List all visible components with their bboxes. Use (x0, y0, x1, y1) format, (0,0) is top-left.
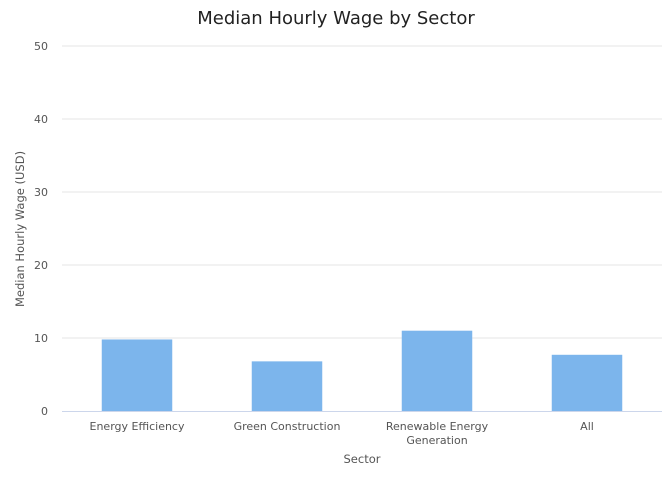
y-tick-label: 40 (34, 113, 48, 126)
y-tick-label: 10 (34, 332, 48, 345)
bar (401, 330, 473, 411)
bar (551, 354, 623, 411)
x-tick-label: Renewable Energy Generation (386, 420, 489, 447)
bar (101, 339, 173, 411)
y-axis-tick-labels: 0 10 20 30 40 50 (34, 40, 48, 418)
y-tick-label: 50 (34, 40, 48, 53)
x-tick-label: All (580, 420, 594, 433)
gridlines (62, 45, 662, 339)
x-tick-label: Green Construction (234, 420, 341, 433)
bar (251, 361, 323, 411)
y-tick-label: 0 (41, 405, 48, 418)
bars (101, 330, 623, 411)
chart-title: Median Hourly Wage by Sector (197, 8, 475, 29)
x-axis-tick-labels: Energy Efficiency Green Construction Renew… (90, 420, 594, 447)
y-tick-label: 30 (34, 186, 48, 199)
y-axis-title: Median Hourly Wage (USD) (13, 151, 27, 307)
x-tick-label: Energy Efficiency (90, 420, 185, 433)
y-tick-label: 20 (34, 259, 48, 272)
x-axis-title: Sector (344, 452, 381, 466)
